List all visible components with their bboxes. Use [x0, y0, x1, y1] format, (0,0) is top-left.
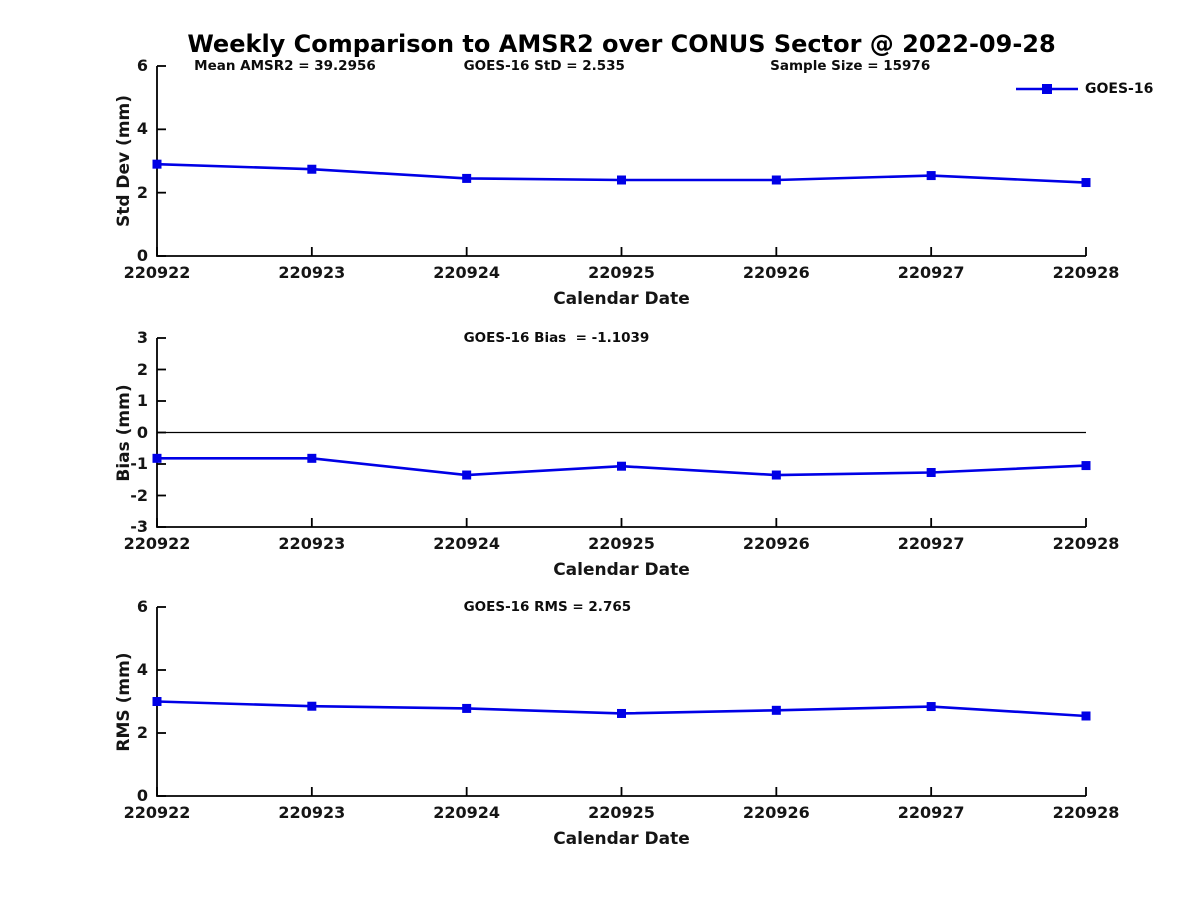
page-title: Weekly Comparison to AMSR2 over CONUS Se…: [187, 30, 1056, 58]
series-marker: [462, 470, 472, 480]
series-marker: [152, 159, 162, 169]
series-marker: [926, 468, 936, 478]
x-tick-label: 220925: [588, 803, 655, 822]
series-marker: [1081, 178, 1091, 188]
series-marker: [1081, 461, 1091, 471]
x-tick-label: 220926: [742, 534, 810, 553]
mean-amsr2-annotation: Mean AMSR2 = 39.2956: [194, 58, 376, 74]
y-tick-label: 2: [136, 359, 148, 379]
series-line: [156, 700, 1087, 718]
axis-spine: [156, 66, 1086, 257]
x-tick-label: 220927: [897, 803, 965, 822]
series-marker: [307, 164, 317, 174]
series-marker: [771, 470, 781, 480]
y-tick-label: 6: [136, 56, 148, 75]
series-marker: [771, 705, 781, 715]
axis-spine: [156, 607, 1086, 797]
y-tick-label: 0: [136, 422, 148, 442]
series-marker: [617, 175, 626, 185]
y-tick-label: 4: [136, 119, 148, 139]
goes16-bias-annotation: GOES-16 Bias = -1.1039: [463, 330, 650, 346]
x-tick-label: 220927: [897, 534, 965, 553]
series-marker: [462, 173, 472, 183]
std-dev-y-axis-label: Std Dev (mm): [114, 94, 134, 228]
series-marker: [926, 702, 936, 712]
series-marker: [152, 697, 162, 706]
x-tick-label: 220927: [897, 263, 965, 282]
y-tick-label: 1: [136, 391, 148, 410]
rms-x-axis-title: Calendar Date: [553, 829, 690, 849]
y-tick-label: 0: [136, 786, 148, 805]
y-tick-label: 4: [136, 660, 148, 679]
x-tick-label: 220925: [588, 534, 655, 553]
legend-goes16-label: GOES-16: [1085, 81, 1154, 97]
series-line: [156, 162, 1087, 184]
y-tick-label: 2: [136, 182, 148, 202]
series-marker: [926, 171, 936, 181]
y-tick-label: 2: [136, 723, 148, 742]
y-tick-label: 6: [136, 597, 148, 616]
x-tick-label: 220928: [1052, 803, 1120, 822]
x-tick-label: 220928: [1052, 534, 1120, 553]
legend-marker: [1042, 84, 1052, 94]
y-tick-label: 3: [136, 328, 148, 347]
series-marker: [617, 708, 626, 718]
x-tick-label: 220925: [588, 263, 655, 282]
y-tick-label: 0: [136, 246, 148, 265]
x-tick-label: 220924: [433, 803, 501, 822]
sample-size-annotation: Sample Size = 15976: [770, 58, 931, 74]
x-tick-label: 220926: [742, 263, 810, 282]
bias-y-axis-label: Bias (mm): [114, 383, 134, 482]
std-dev-x-axis-title: Calendar Date: [553, 289, 690, 309]
goes16-std-annotation: GOES-16 StD = 2.535: [463, 58, 625, 74]
x-tick-label: 220923: [278, 534, 346, 553]
x-tick-label: 220922: [123, 534, 191, 553]
x-tick-label: 220926: [742, 803, 810, 822]
series-line: [157, 457, 1087, 477]
x-tick-label: 220922: [123, 263, 191, 282]
x-tick-label: 220928: [1052, 263, 1120, 282]
axis-spine: [156, 338, 1086, 528]
series-marker: [617, 461, 626, 471]
y-tick-label: -2: [130, 485, 148, 505]
bias-x-axis-title: Calendar Date: [553, 560, 690, 580]
x-tick-label: 220924: [433, 534, 501, 553]
x-tick-label: 220923: [278, 263, 346, 282]
x-tick-label: 220922: [123, 803, 191, 822]
series-marker: [307, 701, 317, 711]
y-tick-label: -3: [130, 517, 148, 536]
series-marker: [771, 175, 781, 185]
goes16-rms-annotation: GOES-16 RMS = 2.765: [463, 599, 632, 615]
y-tick-label: -1: [130, 454, 148, 473]
series-marker: [152, 453, 162, 463]
series-marker: [462, 703, 472, 713]
rms-y-axis-label: RMS (mm): [114, 651, 134, 752]
series-marker: [307, 453, 317, 463]
x-tick-label: 220923: [278, 803, 346, 822]
series-marker: [1081, 711, 1091, 721]
x-tick-label: 220924: [433, 263, 501, 282]
